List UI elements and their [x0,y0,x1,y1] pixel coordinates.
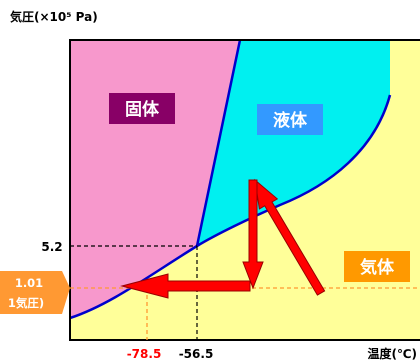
plot-frame [69,39,420,341]
melting-curve [195,40,242,247]
pressure-drop-arrow [242,179,264,290]
liquid-region [197,40,390,246]
one-atm-box [0,271,70,314]
triple-point-pressure-label: 5.2 [41,240,62,254]
vaporization-curve [196,94,392,248]
sublimation-temperature-label: -78.5 [127,347,162,361]
y-axis-title: 気圧(×10⁵ Pa) [10,9,98,24]
triple-point-temperature-label: -56.5 [179,347,214,361]
x-axis-title: 温度(℃) [367,346,417,361]
liquid-label: 液体 [273,110,308,131]
one-atm-note-label: 1気圧) [8,296,44,310]
liquid-label-box [257,104,323,135]
gas-label: 気体 [359,257,395,278]
one-atm-value-label: 1.01 [15,276,43,290]
solid-label: 固体 [125,99,160,120]
solid-label-box [109,93,175,124]
cooling-arrow [120,273,251,299]
gas-label-box [344,251,410,282]
